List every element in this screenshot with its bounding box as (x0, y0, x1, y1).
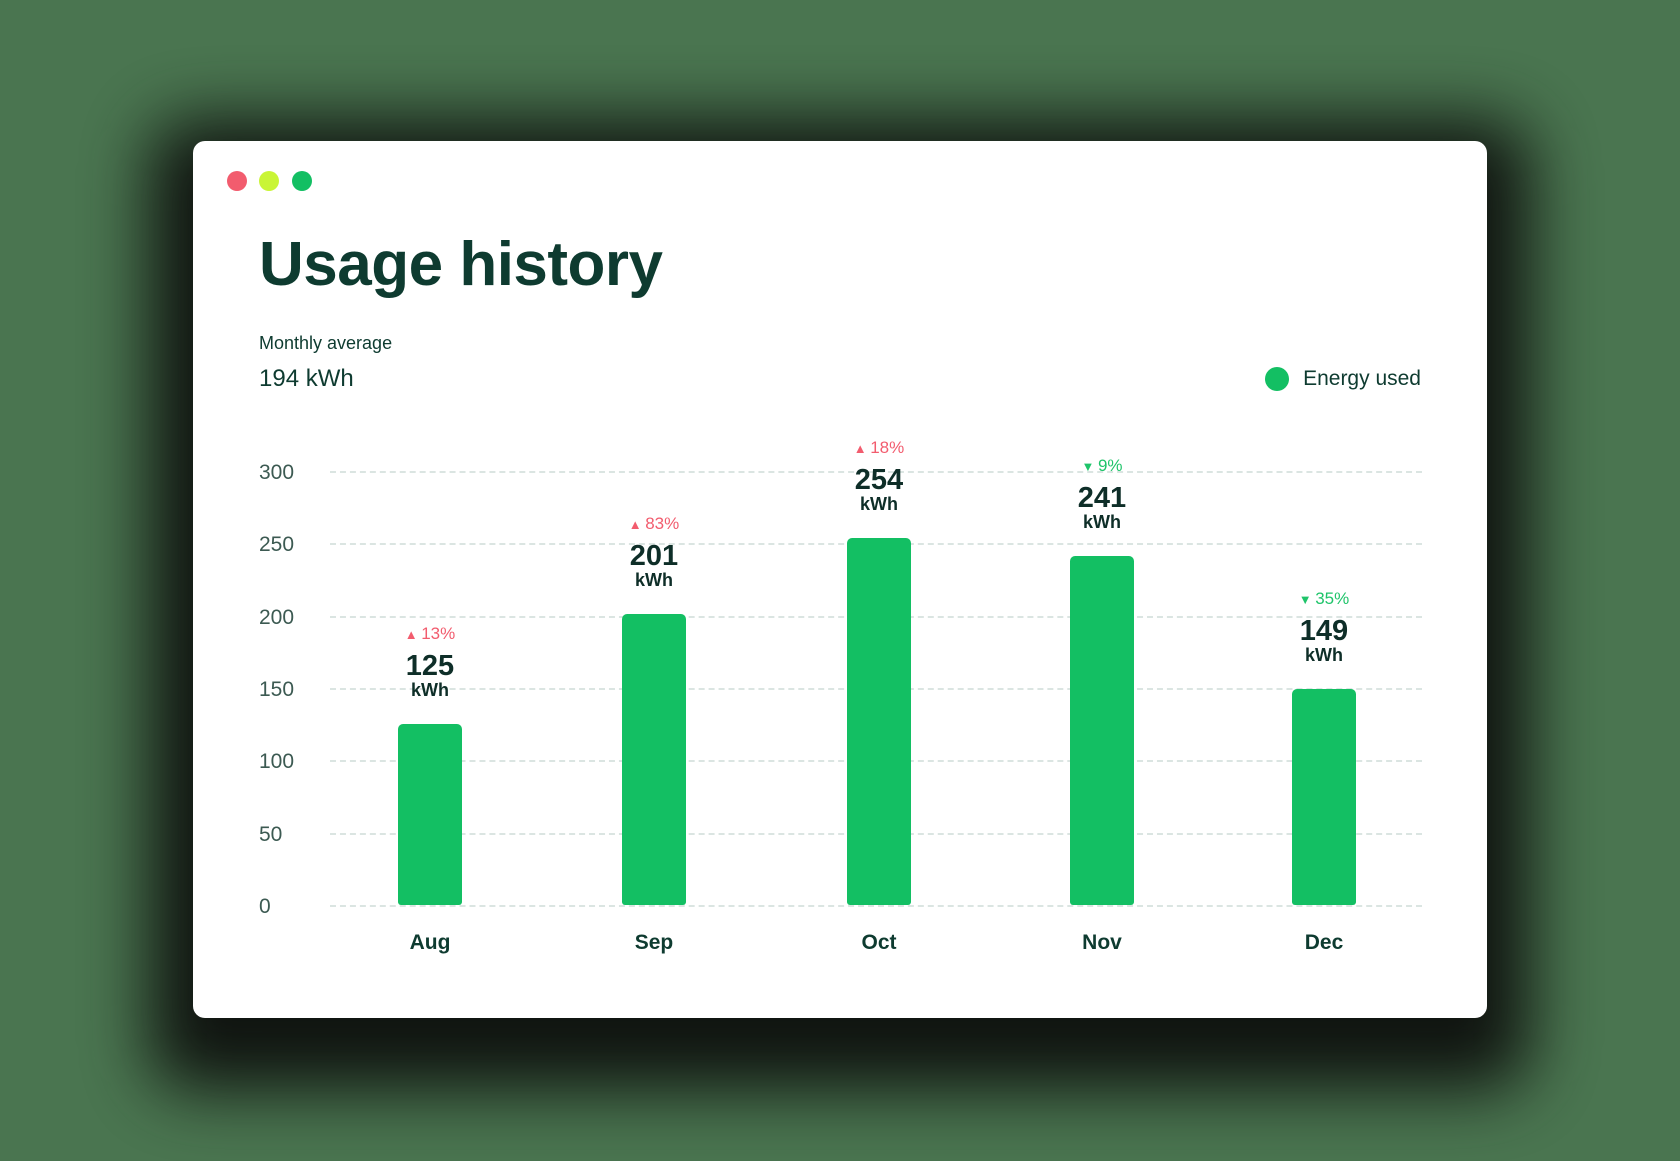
page-title: Usage history (259, 230, 663, 299)
bar-unit: kWh (1305, 645, 1343, 666)
bar-annotation: ▼ 9% 241 kWh (1032, 456, 1172, 531)
bar-value: 241 (1077, 482, 1127, 515)
bar-value: 125 (405, 650, 455, 683)
y-axis-tick-label: 250 (259, 533, 295, 557)
bar-aug[interactable] (398, 724, 462, 905)
bar-annotation: ▲ 18% 254 kWh (809, 438, 949, 513)
bar-nov[interactable] (1070, 556, 1134, 905)
arrow-down-icon: ▼ (1298, 592, 1316, 608)
change-percent: 83% (645, 514, 680, 534)
bar-sep[interactable] (622, 614, 686, 905)
x-axis-label-sep: Sep (634, 931, 674, 954)
bar-oct[interactable] (847, 537, 911, 905)
y-axis-tick-label: 0 (259, 895, 271, 918)
gridline (330, 905, 1422, 907)
window-minimize-button[interactable] (259, 171, 279, 191)
y-axis-tick-label: 50 (259, 822, 283, 846)
chart-legend: Energy used (1265, 367, 1421, 391)
bar-annotation: ▲ 83% 201 kWh (584, 514, 724, 589)
change-percent: 18% (870, 437, 905, 457)
bar-annotation: ▼ 35% 149 kWh (1254, 589, 1394, 664)
increase-change: ▲ 13% (360, 624, 500, 645)
change-percent: 13% (421, 624, 456, 644)
increase-change: ▲ 18% (809, 438, 949, 459)
bar-value: 254 (854, 463, 904, 496)
y-axis-tick-label: 200 (259, 605, 295, 629)
arrow-up-icon: ▲ (853, 440, 871, 456)
window-close-button[interactable] (227, 171, 247, 191)
bar-chart: 0 50 100 150 200 250 300 ▲ 13% 125 kWh Aug ▲ 83% 201… (193, 141, 1487, 1018)
x-axis-label-nov: Nov (1082, 931, 1122, 954)
y-axis-tick-label: 300 (259, 461, 295, 484)
window-maximize-button[interactable] (292, 171, 312, 191)
x-axis-label-aug: Aug (409, 931, 451, 954)
change-percent: 35% (1315, 589, 1350, 609)
decrease-change: ▼ 9% (1032, 456, 1172, 477)
bar-value: 149 (1299, 615, 1349, 648)
y-axis-tick-label: 150 (259, 678, 295, 701)
gridline (330, 471, 1422, 473)
bar-unit: kWh (411, 680, 449, 701)
change-percent: 9% (1097, 456, 1123, 476)
legend-swatch-icon (1265, 367, 1290, 391)
arrow-up-icon: ▲ (628, 517, 646, 533)
bar-annotation: ▲ 13% 125 kWh (360, 624, 500, 699)
arrow-down-icon: ▼ (1081, 459, 1098, 475)
bar-dec[interactable] (1292, 689, 1356, 905)
legend-label: Energy used (1303, 367, 1421, 390)
bar-value: 201 (629, 540, 679, 573)
arrow-up-icon: ▲ (404, 627, 422, 643)
bar-unit: kWh (635, 570, 673, 591)
y-axis-tick-label: 100 (259, 750, 295, 774)
x-axis-label-dec: Dec (1304, 931, 1344, 954)
monthly-average-value: 194 kWh (259, 365, 354, 392)
increase-change: ▲ 83% (584, 514, 724, 535)
monthly-average-label: Monthly average (259, 333, 393, 353)
x-axis-label-oct: Oct (861, 931, 897, 954)
app-window: Usage history Monthly average 194 kWh En… (193, 141, 1487, 1018)
bar-unit: kWh (860, 493, 898, 514)
bar-unit: kWh (1083, 512, 1121, 533)
decrease-change: ▼ 35% (1254, 589, 1394, 610)
